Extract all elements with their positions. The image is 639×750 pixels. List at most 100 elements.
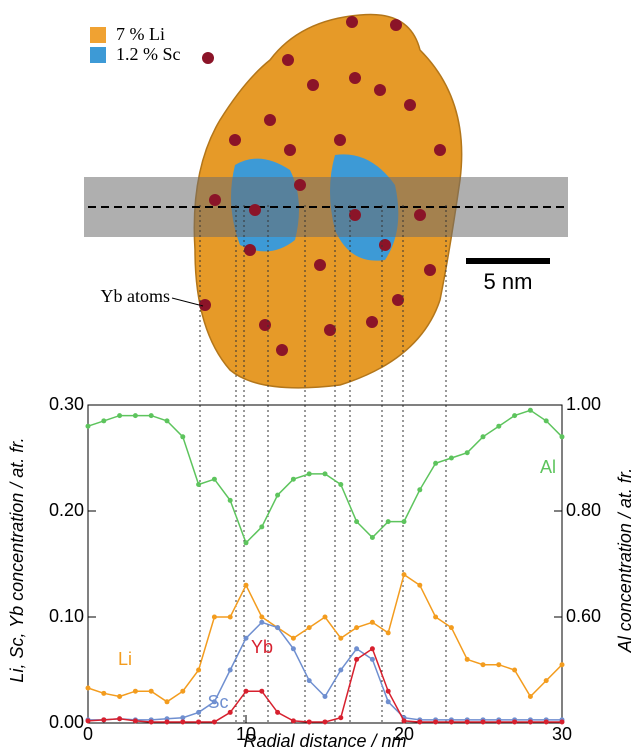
- data-point: [559, 719, 565, 725]
- data-point: [196, 709, 202, 715]
- data-point: [433, 614, 439, 620]
- data-point: [512, 413, 518, 419]
- data-point: [132, 413, 138, 419]
- data-point: [480, 719, 486, 725]
- legend-swatch: [90, 47, 106, 63]
- legend-label: 1.2 % Sc: [116, 44, 181, 64]
- data-point: [148, 719, 154, 725]
- x-tick-label: 30: [552, 724, 572, 744]
- data-point: [259, 688, 265, 694]
- data-point: [338, 715, 344, 721]
- data-point: [227, 709, 233, 715]
- data-point: [259, 614, 265, 620]
- data-point: [243, 688, 249, 694]
- data-point: [401, 718, 407, 724]
- data-point: [275, 492, 281, 498]
- data-point: [369, 619, 375, 625]
- data-point: [322, 719, 328, 725]
- data-point: [464, 719, 470, 725]
- series-line: [87, 647, 562, 723]
- data-point: [385, 519, 391, 525]
- y-tick-label: 0.20: [49, 500, 84, 520]
- x-tick-label: 20: [394, 724, 414, 744]
- data-point: [464, 656, 470, 662]
- data-point: [180, 715, 186, 721]
- y2-axis-label: Al concentration / at. fr.: [615, 468, 635, 653]
- data-point: [164, 699, 170, 705]
- data-point: [148, 413, 154, 419]
- data-point: [527, 407, 533, 413]
- y-axis-label: Li, Sc, Yb concentration / at. fr.: [7, 437, 27, 682]
- data-point: [401, 572, 407, 578]
- data-point: [385, 688, 391, 694]
- series-label: Al: [540, 457, 556, 477]
- data-point: [306, 678, 312, 684]
- data-point: [180, 719, 186, 725]
- data-point: [448, 625, 454, 631]
- series-label: Sc: [207, 692, 228, 712]
- data-point: [322, 614, 328, 620]
- atoms-label: Yb atoms: [101, 286, 171, 306]
- data-point: [322, 694, 328, 699]
- x-tick-label: 10: [236, 724, 256, 744]
- data-point: [164, 418, 170, 424]
- data-point: [385, 630, 391, 636]
- precipitate-render: [84, 13, 568, 723]
- data-point: [354, 625, 360, 631]
- data-point: [148, 688, 154, 694]
- data-point: [290, 476, 296, 482]
- legend-label: 7 % Li: [116, 24, 165, 44]
- data-point: [338, 482, 344, 487]
- data-point: [559, 662, 565, 668]
- data-point: [243, 582, 249, 588]
- data-point: [527, 719, 533, 725]
- data-point: [211, 614, 217, 620]
- data-point: [227, 497, 233, 503]
- y-tick-label: 0.10: [49, 606, 84, 626]
- data-point: [290, 646, 296, 652]
- data-point: [243, 540, 249, 546]
- scale-bar-label: 5 nm: [484, 269, 533, 294]
- data-point: [401, 519, 407, 525]
- data-point: [543, 719, 549, 725]
- data-point: [132, 718, 138, 724]
- data-point: [559, 434, 565, 440]
- data-point: [180, 434, 186, 440]
- data-point: [101, 717, 107, 723]
- data-point: [448, 455, 454, 461]
- data-point: [496, 423, 502, 429]
- data-point: [480, 434, 486, 440]
- y2-tick-label: 1.00: [566, 394, 601, 414]
- data-point: [496, 719, 502, 725]
- y-tick-label: 0.30: [49, 394, 84, 414]
- data-point: [306, 471, 312, 477]
- plot-frame: [87, 404, 563, 724]
- data-point: [227, 667, 233, 673]
- data-point: [259, 619, 265, 625]
- data-point: [369, 656, 375, 662]
- data-point: [117, 694, 123, 699]
- series-label: Yb: [251, 637, 273, 657]
- data-point: [196, 667, 202, 673]
- x-tick-label: 0: [83, 724, 93, 744]
- series-label: Li: [118, 649, 132, 669]
- data-point: [354, 519, 360, 525]
- data-point: [306, 625, 312, 631]
- data-point: [275, 709, 281, 715]
- data-point: [211, 719, 217, 725]
- data-point: [527, 694, 533, 699]
- data-point: [243, 635, 249, 641]
- data-point: [433, 460, 439, 466]
- data-point: [290, 718, 296, 724]
- data-point: [385, 699, 391, 705]
- data-point: [117, 413, 123, 419]
- data-point: [101, 418, 107, 424]
- series-line: [88, 621, 562, 721]
- data-point: [132, 688, 138, 694]
- data-point: [480, 662, 486, 668]
- data-point: [417, 582, 423, 588]
- data-point: [338, 635, 344, 641]
- y2-tick-label: 0.80: [566, 500, 601, 520]
